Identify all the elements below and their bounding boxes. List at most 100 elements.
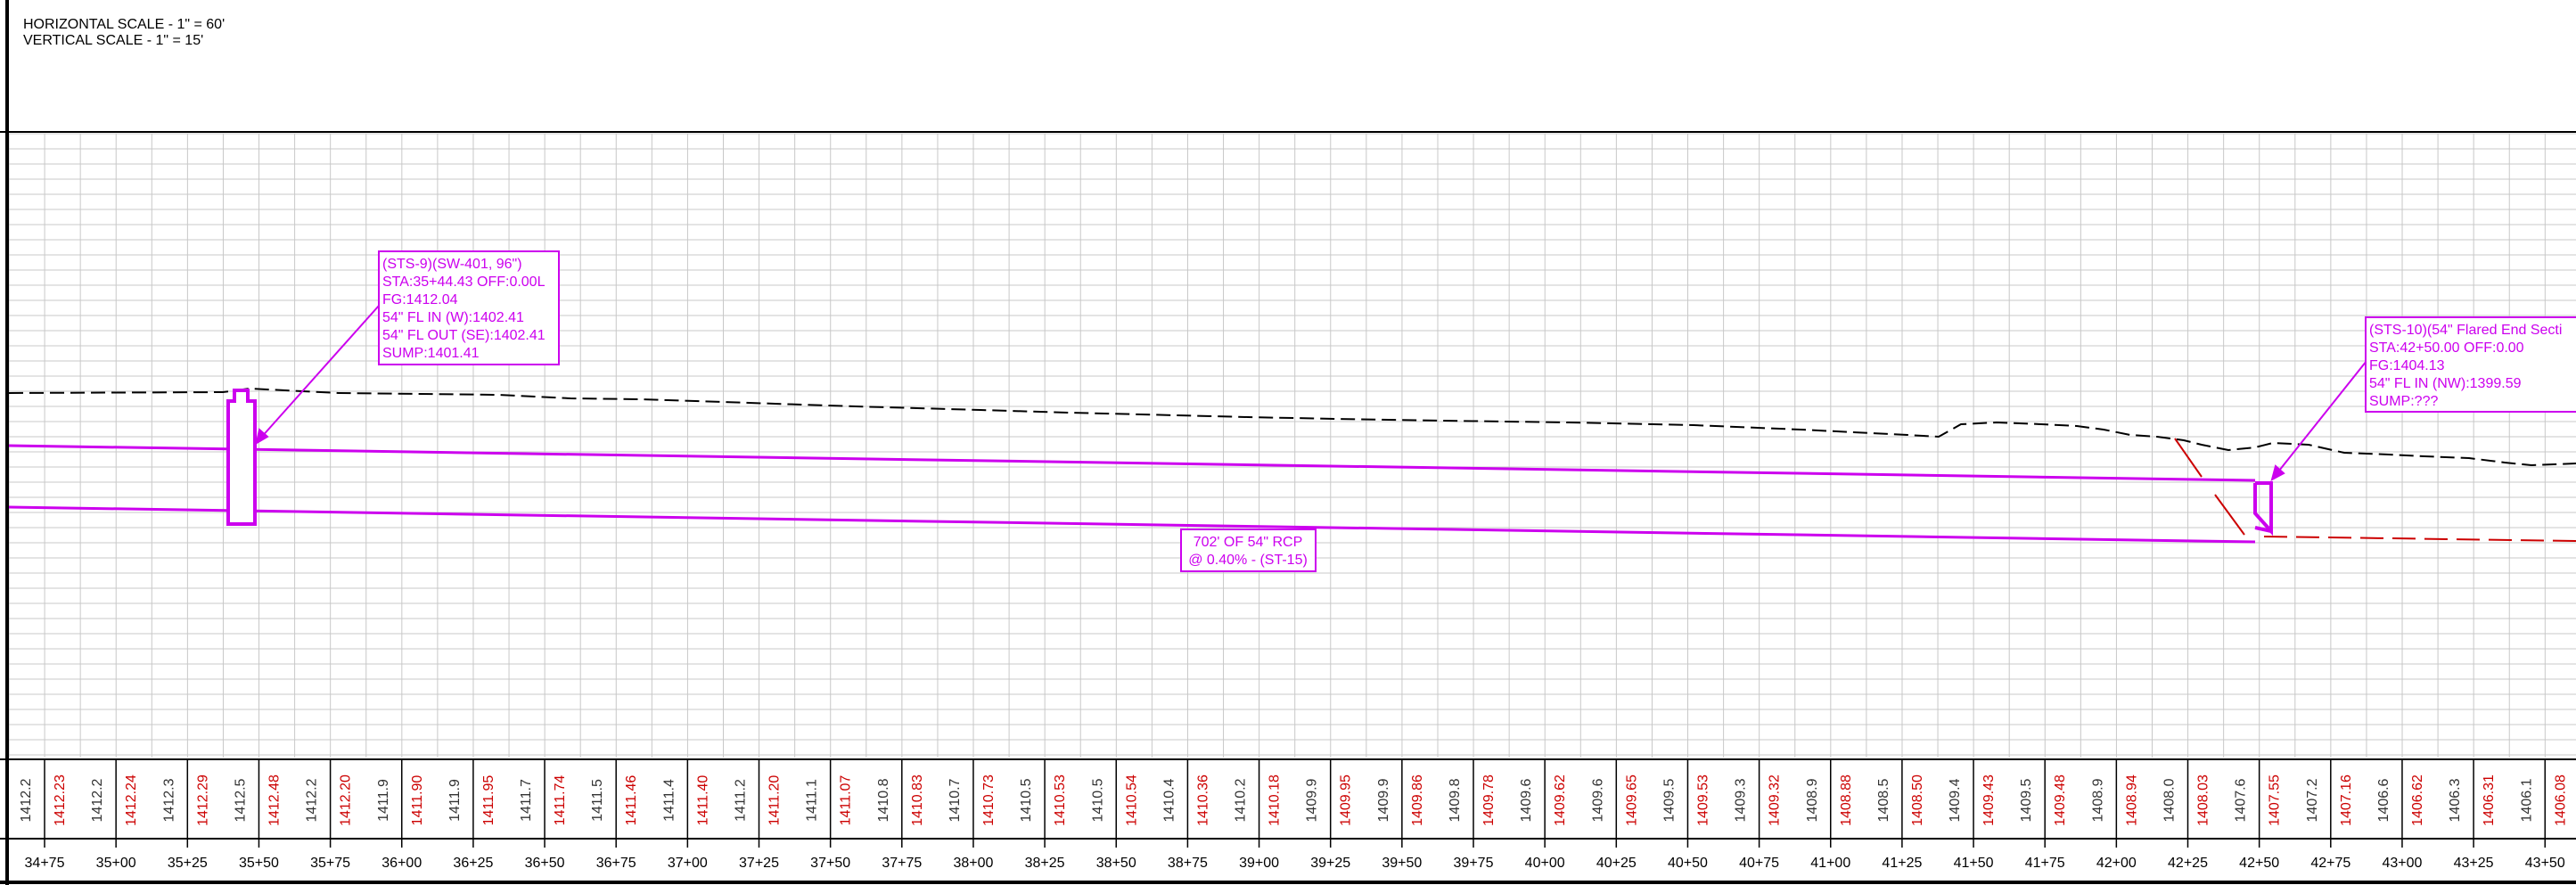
proposed-grade-value: 1406.62 xyxy=(2410,774,2425,826)
existing-grade-value: 1409.6 xyxy=(1519,778,1534,822)
existing-grade-value: 1412.2 xyxy=(19,778,34,822)
existing-grade-value: 1410.5 xyxy=(1019,778,1034,822)
existing-grade-value: 1409.3 xyxy=(1734,778,1749,822)
station-label: 43+00 xyxy=(2382,856,2422,871)
proposed-grade-value: 1411.40 xyxy=(695,775,710,826)
proposed-grade-value: 1407.16 xyxy=(2339,774,2354,826)
existing-grade-value: 1410.8 xyxy=(876,778,891,822)
proposed-grade-value: 1406.31 xyxy=(2482,774,2497,826)
existing-grade-value: 1409.6 xyxy=(1590,778,1605,822)
proposed-grade-line xyxy=(2263,536,2576,542)
proposed-grade-value: 1410.53 xyxy=(1053,774,1068,826)
existing-grade-value: 1412.2 xyxy=(305,778,320,822)
station-label: 43+25 xyxy=(2454,856,2494,871)
station-label: 40+25 xyxy=(1596,856,1637,871)
proposed-slope-line xyxy=(2174,438,2203,478)
existing-grade-value: 1411.9 xyxy=(447,779,463,822)
station-label: 38+75 xyxy=(1168,856,1208,871)
sts9-callout-line: SUMP:1401.41 xyxy=(382,346,480,361)
sts10-callout-line: FG:1404.13 xyxy=(2369,358,2445,373)
station-label: 34+75 xyxy=(25,856,65,871)
sts9-callout-box xyxy=(378,250,560,365)
station-label: 41+50 xyxy=(1954,856,1994,871)
proposed-grade-value: 1409.95 xyxy=(1339,774,1354,826)
proposed-grade-value: 1408.88 xyxy=(1839,774,1854,826)
existing-grade-value: 1406.1 xyxy=(2519,778,2534,822)
existing-grade-value: 1408.9 xyxy=(2090,778,2105,822)
proposed-grade-value: 1410.83 xyxy=(910,774,925,826)
proposed-grade-value: 1410.18 xyxy=(1267,774,1283,826)
sts9-callout-line: 54" FL OUT (SE):1402.41 xyxy=(382,328,546,343)
station-label: 37+25 xyxy=(739,856,779,871)
station-label: 39+00 xyxy=(1239,856,1279,871)
proposed-grade-value: 1408.50 xyxy=(1910,774,1925,826)
station-label: 35+75 xyxy=(310,856,350,871)
existing-grade-value: 1406.6 xyxy=(2376,778,2391,822)
station-label: 37+00 xyxy=(668,856,708,871)
pipe-callout-line: @ 0.40% - (ST-15) xyxy=(1188,553,1308,568)
proposed-grade-value: 1409.62 xyxy=(1553,774,1568,826)
proposed-grade-value: 1412.20 xyxy=(339,774,354,826)
proposed-grade-value: 1409.32 xyxy=(1768,774,1783,826)
station-label: 40+00 xyxy=(1525,856,1565,871)
station-label: 35+50 xyxy=(239,856,279,871)
proposed-grade-value: 1411.95 xyxy=(481,775,496,826)
structure-sts10[interactable] xyxy=(2253,481,2273,537)
pipe-callout-box xyxy=(1180,529,1317,572)
proposed-grade-value: 1409.86 xyxy=(1410,774,1425,826)
proposed-grade-value: 1412.24 xyxy=(124,774,139,826)
station-label: 36+25 xyxy=(453,856,493,871)
station-label: 41+75 xyxy=(2025,856,2065,871)
station-label: 40+50 xyxy=(1668,856,1708,871)
sts10-callout-line: (STS-10)(54" Flared End Secti xyxy=(2369,323,2562,338)
station-label: 39+75 xyxy=(1454,856,1494,871)
existing-grade-value: 1410.2 xyxy=(1234,778,1249,822)
existing-grade-value: 1410.5 xyxy=(1090,778,1105,822)
existing-grade-value: 1411.9 xyxy=(376,779,391,822)
proposed-grade-value: 1409.53 xyxy=(1695,774,1710,826)
station-label: 37+50 xyxy=(810,856,850,871)
sts9-callout-line: (STS-9)(SW-401, 96") xyxy=(382,257,522,272)
existing-grade-value: 1409.9 xyxy=(1305,778,1320,822)
existing-grade-value: 1411.4 xyxy=(661,779,677,822)
station-label: 42+00 xyxy=(2096,856,2137,871)
proposed-slope-line-lower xyxy=(2214,494,2245,536)
existing-grade-value: 1408.5 xyxy=(1876,778,1891,822)
proposed-grade-value: 1406.08 xyxy=(2553,774,2568,826)
station-label: 38+50 xyxy=(1096,856,1136,871)
sts10-leader xyxy=(2270,360,2367,481)
existing-grade-value: 1411.7 xyxy=(519,779,534,822)
existing-grade-value: 1412.5 xyxy=(233,778,248,822)
station-label: 40+75 xyxy=(1739,856,1779,871)
existing-grade-value: 1407.2 xyxy=(2305,778,2320,822)
existing-grade-value: 1410.7 xyxy=(948,778,963,822)
existing-grade-value: 1408.9 xyxy=(1805,778,1820,822)
proposed-grade-value: 1408.03 xyxy=(2196,774,2211,826)
proposed-grade-value: 1409.43 xyxy=(1981,774,1997,826)
elevation-station-table: 34+75 1412.2 1412.23 35+00 1412.2 1412.24 35+2… xyxy=(19,759,2568,871)
existing-grade-value: 1412.3 xyxy=(161,778,176,822)
sts9-leader xyxy=(255,305,380,445)
station-label: 43+50 xyxy=(2525,856,2565,871)
proposed-grade-value: 1412.48 xyxy=(267,774,282,826)
station-label: 36+50 xyxy=(525,856,565,871)
proposed-grade-value: 1410.73 xyxy=(981,774,997,826)
proposed-grade-value: 1411.46 xyxy=(624,775,639,826)
proposed-grade-value: 1408.94 xyxy=(2124,774,2139,826)
sts9-callout-line: STA:35+44.43 OFF:0.00L xyxy=(382,275,546,290)
pipe-callout-line: 702' OF 54" RCP xyxy=(1194,535,1303,550)
existing-grade-value: 1409.5 xyxy=(1661,778,1677,822)
station-label: 42+75 xyxy=(2310,856,2350,871)
structure-sts9[interactable] xyxy=(226,389,257,526)
proposed-grade-value: 1411.74 xyxy=(553,775,568,826)
station-label: 41+00 xyxy=(1810,856,1850,871)
proposed-grade-value: 1411.90 xyxy=(410,775,425,826)
existing-grade-value: 1409.9 xyxy=(1376,778,1391,822)
proposed-grade-value: 1410.36 xyxy=(1195,774,1210,826)
station-label: 42+50 xyxy=(2239,856,2279,871)
station-label: 36+75 xyxy=(596,856,636,871)
station-label: 35+25 xyxy=(168,856,208,871)
existing-grade-value: 1411.1 xyxy=(805,779,820,822)
pipe-crown-line xyxy=(8,444,2256,482)
